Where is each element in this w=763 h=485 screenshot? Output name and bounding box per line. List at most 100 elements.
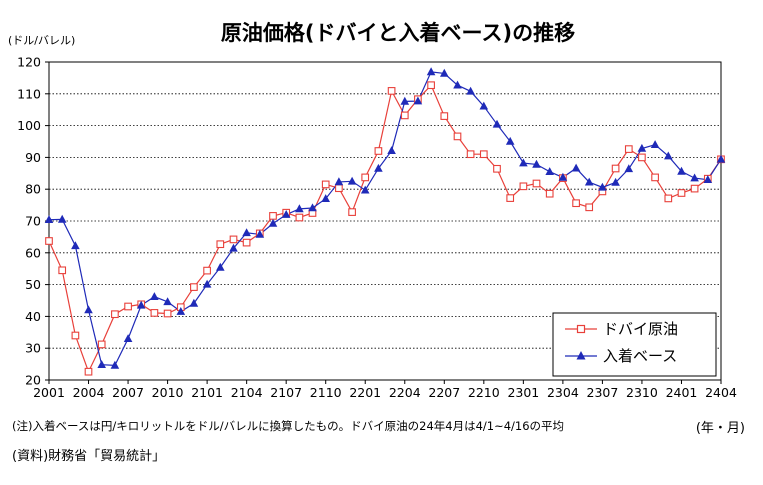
y-tick-label-40: 40 xyxy=(25,309,41,324)
point-arrival-47 xyxy=(664,151,673,160)
point-arrival-49 xyxy=(690,173,699,182)
point-dubai-9 xyxy=(163,309,172,318)
point-dubai-3 xyxy=(84,367,93,376)
point-dubai-46 xyxy=(651,173,659,182)
point-dubai-22 xyxy=(335,184,343,193)
x-tick-label-2004: 2004 xyxy=(73,385,105,400)
point-arrival-25 xyxy=(374,163,383,172)
y-tick-label-100: 100 xyxy=(17,118,41,133)
point-dubai-11 xyxy=(190,283,198,291)
point-arrival-51 xyxy=(716,154,726,163)
point-dubai-13 xyxy=(216,240,225,249)
point-dubai-30 xyxy=(440,112,449,120)
point-arrival-1 xyxy=(57,214,67,223)
x-axis-ticks: 2001 2004 2007 2010 2101 2104 2107 2110 2201 2204… xyxy=(33,380,737,400)
x-tick-label-2401: 2401 xyxy=(666,385,698,400)
point-arrival-37 xyxy=(532,159,541,168)
point-dubai-29 xyxy=(427,81,435,90)
point-dubai-31 xyxy=(453,132,462,141)
y-tick-label-30: 30 xyxy=(25,341,41,356)
x-tick-label-2007: 2007 xyxy=(112,385,144,400)
y-tick-label-110: 110 xyxy=(17,86,41,101)
point-arrival-21 xyxy=(321,194,330,202)
point-arrival-0 xyxy=(44,215,54,223)
point-arrival-44 xyxy=(624,164,634,173)
x-tick-label-2204: 2204 xyxy=(389,385,421,400)
footnote: (注)入着ベースは円/キロリットルをドル/バレルに換算したもの。ドバイ原油の24… xyxy=(12,419,565,433)
point-arrival-16 xyxy=(255,229,265,238)
point-arrival-6 xyxy=(123,334,133,342)
point-arrival-48 xyxy=(677,166,686,175)
legend-marker-arrival xyxy=(576,351,586,360)
point-arrival-24 xyxy=(360,185,370,194)
point-dubai-17 xyxy=(269,212,277,220)
point-dubai-27 xyxy=(400,111,409,120)
point-dubai-36 xyxy=(519,182,528,191)
point-arrival-14 xyxy=(229,243,238,252)
point-arrival-30 xyxy=(440,68,449,77)
y-tick-label-60: 60 xyxy=(25,245,41,260)
point-arrival-22 xyxy=(334,177,344,186)
point-dubai-4 xyxy=(97,340,106,349)
point-dubai-26 xyxy=(387,87,396,95)
point-arrival-43 xyxy=(611,177,620,186)
point-arrival-19 xyxy=(295,204,304,213)
point-arrival-28 xyxy=(413,96,423,105)
point-arrival-35 xyxy=(505,136,515,145)
x-tick-label-2110: 2110 xyxy=(310,385,342,400)
point-arrival-15 xyxy=(242,228,251,237)
x-tick-label-2207: 2207 xyxy=(428,385,460,400)
point-arrival-46 xyxy=(650,140,660,148)
point-arrival-36 xyxy=(519,158,528,167)
point-arrival-29 xyxy=(426,67,436,76)
point-dubai-32 xyxy=(466,150,475,159)
point-arrival-10 xyxy=(176,307,186,315)
point-arrival-23 xyxy=(347,176,357,185)
point-arrival-41 xyxy=(584,177,594,186)
x-tick-label-2404: 2404 xyxy=(705,385,737,400)
point-dubai-6 xyxy=(124,302,132,311)
point-arrival-17 xyxy=(268,218,278,227)
chart-title: 原油価格(ドバイと入着ベース)の推移 xyxy=(221,21,575,45)
point-dubai-41 xyxy=(585,203,594,212)
x-axis-unit-label: (年・月) xyxy=(695,421,745,436)
point-arrival-18 xyxy=(281,210,291,218)
point-arrival-26 xyxy=(387,146,396,154)
point-dubai-5 xyxy=(111,310,119,319)
y-tick-label-80: 80 xyxy=(25,182,41,197)
point-dubai-49 xyxy=(690,184,699,193)
point-dubai-24 xyxy=(361,173,370,182)
point-dubai-40 xyxy=(572,199,580,208)
point-arrival-39 xyxy=(558,172,568,181)
series-line-arrival xyxy=(48,71,722,367)
point-dubai-47 xyxy=(664,194,673,203)
point-dubai-37 xyxy=(532,179,541,188)
legend: ドバイ原油 入着ベース xyxy=(552,312,717,377)
point-dubai-14 xyxy=(229,235,238,244)
point-dubai-43 xyxy=(611,164,620,173)
point-arrival-42 xyxy=(598,182,607,191)
point-arrival-32 xyxy=(466,86,475,95)
point-arrival-34 xyxy=(492,119,502,128)
point-arrival-45 xyxy=(637,143,647,152)
x-tick-label-2210: 2210 xyxy=(468,385,500,400)
point-dubai-25 xyxy=(374,147,383,155)
x-tick-label-2301: 2301 xyxy=(507,385,539,400)
point-arrival-31 xyxy=(453,80,462,89)
x-tick-label-2310: 2310 xyxy=(626,385,658,400)
point-arrival-27 xyxy=(400,96,410,105)
x-tick-label-2307: 2307 xyxy=(587,385,619,400)
point-arrival-8 xyxy=(150,292,159,300)
point-arrival-3 xyxy=(84,305,93,314)
source-note: (資料)財務省「貿易統計」 xyxy=(12,449,166,464)
point-arrival-38 xyxy=(545,167,554,175)
point-dubai-33 xyxy=(479,150,488,159)
point-arrival-50 xyxy=(703,175,713,183)
point-dubai-38 xyxy=(545,189,554,198)
point-arrival-2 xyxy=(71,241,80,250)
point-arrival-40 xyxy=(571,163,581,172)
point-arrival-12 xyxy=(202,279,212,288)
point-dubai-35 xyxy=(506,194,515,202)
x-tick-label-2001: 2001 xyxy=(33,385,65,400)
legend-box xyxy=(552,312,717,377)
